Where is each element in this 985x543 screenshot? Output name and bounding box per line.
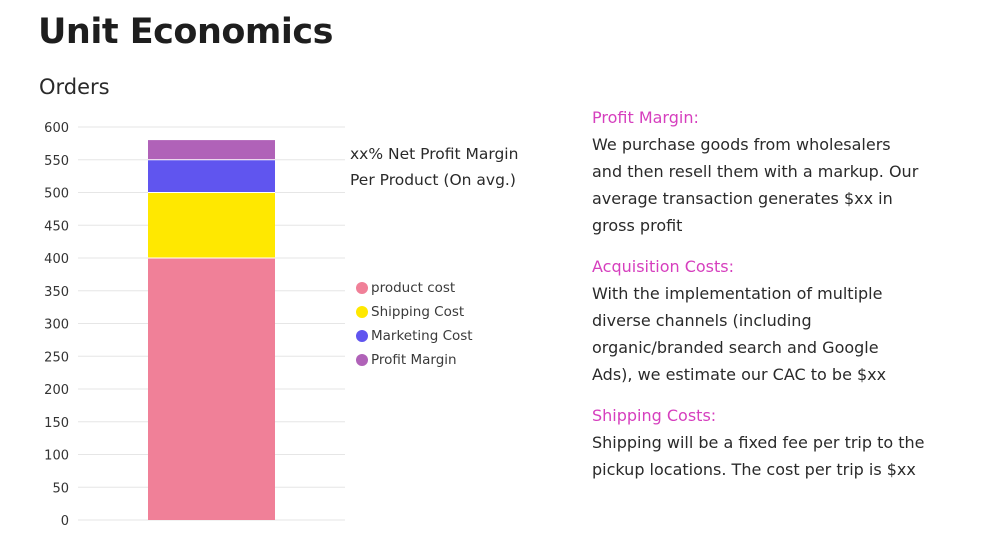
y-tick-label: 50	[52, 481, 69, 496]
legend-label: Marketing Cost	[371, 328, 473, 344]
y-tick-label: 450	[44, 219, 69, 234]
y-tick-label: 150	[44, 416, 69, 431]
legend-label: product cost	[371, 280, 456, 296]
legend-marker-product-cost	[356, 282, 368, 294]
section-text-line: average transaction generates $xx in	[592, 189, 893, 208]
section-profit-margin: Profit Margin: We purchase goods from wh…	[592, 104, 952, 239]
section-shipping-costs: Shipping Costs: Shipping will be a fixed…	[592, 402, 952, 483]
section-text-line: Ads), we estimate our CAC to be $xx	[592, 365, 887, 384]
y-tick-label: 400	[44, 252, 69, 267]
section-text-line: and then resell them with a markup. Our	[592, 162, 919, 181]
section-text-line: Shipping will be a fixed fee per trip to…	[592, 433, 925, 452]
legend-item-profit-margin: Profit Margin	[356, 348, 473, 372]
legend-marker-profit-margin	[356, 354, 368, 366]
chart-annotation-line-1: xx% Net Profit Margin	[350, 145, 519, 163]
section-text-line: organic/branded search and Google	[592, 338, 879, 357]
legend-item-product-cost: product cost	[356, 276, 473, 300]
chart-annotation-line-2: Per Product (On avg.)	[350, 171, 516, 189]
legend-item-shipping-cost: Shipping Cost	[356, 300, 473, 324]
y-tick-label: 250	[44, 350, 69, 365]
chart-title: Orders	[39, 75, 110, 99]
page-title: Unit Economics	[38, 12, 333, 52]
legend-label: Profit Margin	[371, 352, 457, 368]
section-heading: Profit Margin:	[592, 108, 699, 127]
bar-segment-profit-margin	[148, 140, 275, 160]
section-text-line: gross profit	[592, 216, 683, 235]
section-text-line: With the implementation of multiple	[592, 284, 883, 303]
legend-label: Shipping Cost	[371, 304, 465, 320]
y-tick-label: 350	[44, 285, 69, 300]
y-tick-label: 500	[44, 187, 69, 202]
chart-legend: product cost Shipping Cost Marketing Cos…	[356, 276, 473, 372]
section-text-line: pickup locations. The cost per trip is $…	[592, 460, 916, 479]
y-tick-label: 300	[44, 318, 69, 333]
section-acquisition-costs: Acquisition Costs: With the implementati…	[592, 253, 952, 388]
bar-segment-marketing-cost	[148, 159, 275, 193]
y-tick-label: 100	[44, 449, 69, 464]
y-tick-label: 600	[44, 121, 69, 136]
y-tick-label: 0	[61, 514, 69, 529]
section-heading: Shipping Costs:	[592, 406, 717, 425]
y-tick-label: 200	[44, 383, 69, 398]
legend-item-marketing-cost: Marketing Cost	[356, 324, 473, 348]
bar-segment-product-cost	[148, 258, 275, 520]
section-text-line: We purchase goods from wholesalers	[592, 135, 891, 154]
section-text-line: diverse channels (including	[592, 311, 812, 330]
bar-segment-shipping-cost	[148, 192, 275, 258]
legend-marker-marketing-cost	[356, 330, 368, 342]
explanations-panel: Profit Margin: We purchase goods from wh…	[592, 104, 952, 497]
y-tick-label: 550	[44, 154, 69, 169]
section-heading: Acquisition Costs:	[592, 257, 735, 276]
legend-marker-shipping-cost	[356, 306, 368, 318]
